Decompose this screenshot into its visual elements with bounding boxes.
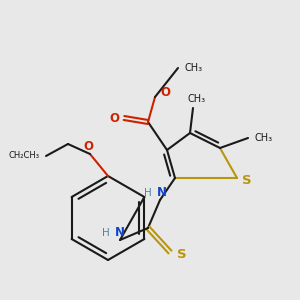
Text: N: N xyxy=(115,226,125,239)
Text: CH₂CH₃: CH₂CH₃ xyxy=(8,152,40,160)
Text: O: O xyxy=(160,85,170,98)
Text: CH₃: CH₃ xyxy=(188,94,206,104)
Text: CH₃: CH₃ xyxy=(255,133,273,143)
Text: H: H xyxy=(144,188,152,198)
Text: O: O xyxy=(109,112,119,124)
Text: N: N xyxy=(157,187,167,200)
Text: O: O xyxy=(83,140,93,154)
Text: S: S xyxy=(177,248,187,260)
Text: S: S xyxy=(242,173,252,187)
Text: H: H xyxy=(102,228,110,238)
Text: CH₃: CH₃ xyxy=(185,63,203,73)
